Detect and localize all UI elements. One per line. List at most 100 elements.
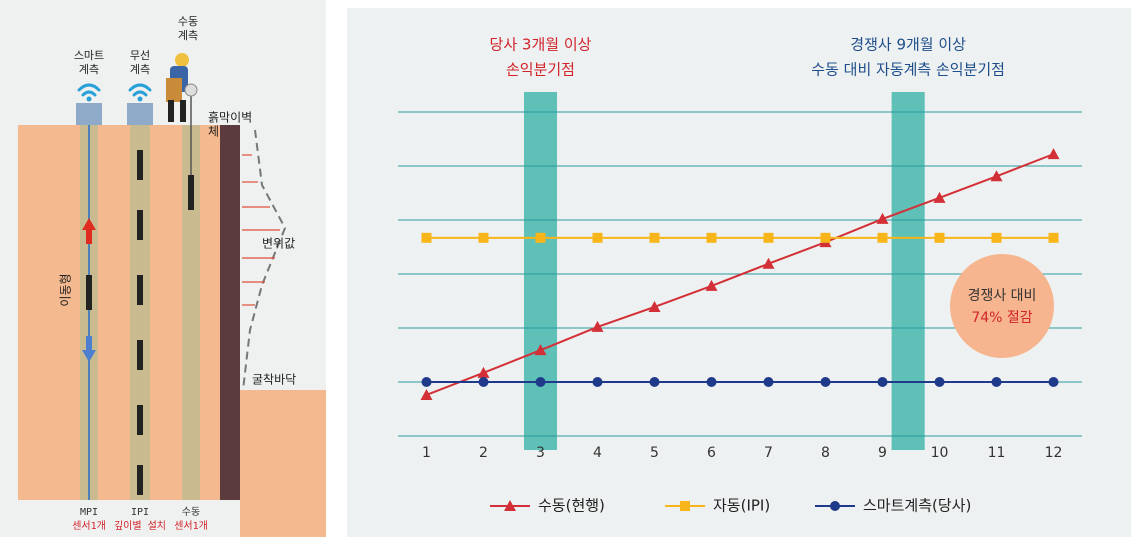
marker [535, 377, 546, 387]
marker [648, 300, 661, 312]
pipe-note: 센서1개 [174, 520, 208, 532]
label: 체 [208, 125, 219, 139]
wifi-dot [137, 96, 143, 102]
marker [830, 501, 840, 511]
x-tick-label: 10 [931, 445, 949, 461]
x-tick-label: 4 [593, 445, 602, 461]
legend-label: 자동(IPI) [713, 497, 770, 515]
label: 스마트 [74, 49, 104, 62]
marker [820, 377, 831, 387]
wifi-dot [86, 96, 92, 102]
pipe-name: 수동 [182, 506, 200, 518]
deflection [242, 129, 287, 391]
wall [220, 125, 240, 500]
marker [934, 232, 945, 243]
wifi [77, 83, 152, 97]
sensor [86, 275, 92, 310]
marker [934, 377, 945, 387]
marker [990, 170, 1003, 182]
label: 이동형 [59, 273, 73, 306]
annotation: 수동 대비 자동계측 손익분기점 [811, 61, 1005, 79]
marker [649, 377, 660, 387]
label: 굴착바닥 [252, 373, 296, 387]
pipe [130, 125, 150, 500]
x-tick-label: 2 [479, 445, 488, 461]
marker [478, 377, 489, 387]
pipe [182, 125, 200, 500]
callout-text: 74% 절감 [971, 310, 1032, 326]
diagram: 스마트 계측 무선 계측 수동 계측 흙막이벽 체 변위값 굴착바닥 이동형 M… [0, 0, 326, 537]
marker [592, 377, 603, 387]
label: 수동 [178, 15, 198, 28]
label: 흙막이벽 [208, 111, 252, 125]
annotation: 당사 3개월 이상 [490, 36, 592, 54]
label: 변위값 [262, 237, 295, 251]
marker [504, 500, 516, 511]
marker [820, 232, 831, 243]
label: 계측 [130, 63, 150, 76]
marker [877, 377, 888, 387]
highlight-band [891, 92, 925, 450]
label: 계측 [178, 29, 198, 42]
marker [706, 377, 717, 387]
worker [166, 53, 198, 122]
label: 무선 [130, 49, 150, 62]
marker [592, 232, 603, 243]
marker [421, 377, 432, 387]
marker [763, 377, 774, 387]
label: 계측 [79, 63, 99, 76]
x-tick-label: 1 [422, 445, 431, 461]
marker [1048, 232, 1059, 243]
x-tick-label: 9 [878, 445, 887, 461]
marker [478, 232, 489, 243]
highlight-band [523, 92, 558, 450]
box [127, 103, 153, 125]
marker [763, 232, 774, 243]
pipe-name: IPI [131, 507, 149, 518]
annotation: 손익분기점 [506, 61, 575, 79]
marker [591, 320, 604, 332]
legend-label: 스마트계측(당사) [863, 497, 971, 515]
marker [1048, 377, 1059, 387]
x-tick-label: 11 [988, 445, 1006, 461]
x-tick-label: 7 [764, 445, 773, 461]
marker [991, 232, 1002, 243]
marker [535, 232, 546, 243]
box [76, 103, 102, 125]
marker [877, 232, 888, 243]
x-tick-label: 6 [707, 445, 716, 461]
pipe-note: 깊이별 설치 [114, 520, 166, 532]
arrow-up [82, 218, 96, 244]
marker [1047, 148, 1060, 160]
marker [680, 501, 690, 511]
marker [477, 366, 490, 378]
arrow-down [82, 336, 96, 362]
marker [933, 191, 946, 203]
callout-text: 경쟁사 대비 [968, 288, 1037, 304]
annotation: 경쟁사 9개월 이상 [850, 36, 966, 54]
sensors [137, 150, 194, 495]
marker [762, 257, 775, 269]
ground-low [240, 390, 326, 537]
marker [649, 232, 660, 243]
pipe-note: 센서1개 [72, 520, 106, 532]
x-tick-label: 12 [1045, 445, 1063, 461]
marker [534, 344, 547, 356]
marker [991, 377, 1002, 387]
series-line [426, 153, 1054, 396]
x-tick-label: 8 [821, 445, 830, 461]
marker [706, 232, 717, 243]
marker [420, 388, 433, 400]
label-area [18, 500, 240, 537]
marker [421, 232, 432, 243]
callout-bg [950, 254, 1054, 358]
x-tick-label: 3 [536, 445, 545, 461]
legend-label: 수동(현행) [538, 497, 605, 515]
x-tick-label: 5 [650, 445, 659, 461]
displacement-arrows [242, 154, 280, 306]
pipe-name: MPI [80, 507, 98, 518]
marker [705, 279, 718, 291]
marker [876, 212, 889, 224]
